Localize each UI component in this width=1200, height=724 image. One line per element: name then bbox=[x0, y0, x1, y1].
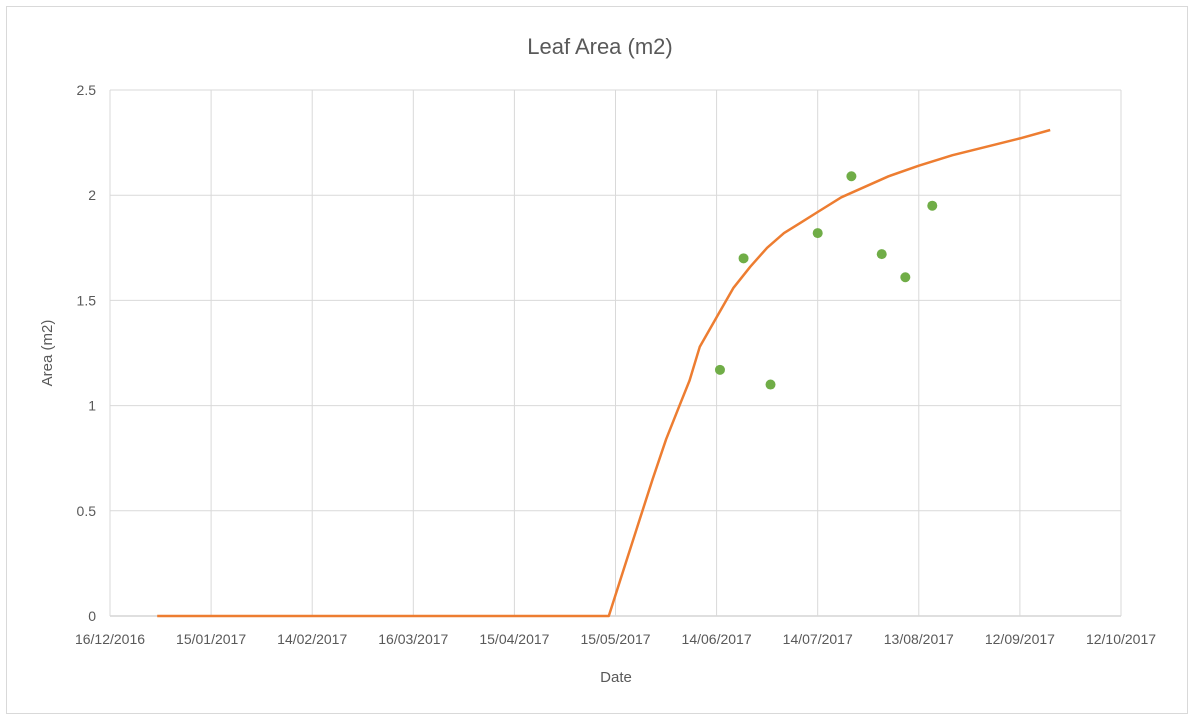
data-series bbox=[157, 128, 1051, 618]
y-tick-label: 2 bbox=[88, 187, 96, 203]
measured-point bbox=[812, 228, 823, 239]
chart-title: Leaf Area (m2) bbox=[527, 34, 673, 59]
x-tick-label: 12/09/2017 bbox=[985, 631, 1055, 647]
x-tick-label: 16/03/2017 bbox=[378, 631, 448, 647]
measured-point bbox=[846, 171, 857, 182]
chart-frame bbox=[6, 6, 1188, 714]
y-tick-label: 1 bbox=[88, 398, 96, 414]
measured-point bbox=[738, 253, 749, 264]
y-tick-label: 0 bbox=[88, 608, 96, 624]
x-tick-label: 12/10/2017 bbox=[1086, 631, 1156, 647]
measured-point bbox=[927, 200, 938, 211]
y-tick-label: 0.5 bbox=[77, 503, 97, 519]
x-tick-label: 13/08/2017 bbox=[884, 631, 954, 647]
x-tick-label: 15/04/2017 bbox=[479, 631, 549, 647]
x-axis-label: Date bbox=[600, 669, 632, 686]
leaf-area-curve bbox=[157, 128, 1051, 618]
measured-point bbox=[876, 249, 887, 260]
grid-lines bbox=[109, 89, 1122, 617]
measured-point bbox=[714, 364, 725, 375]
tick-labels: 0 0.5 1 1.5 2 2.5 16/12/2016 15/01/2017 14/02/20… bbox=[75, 82, 1156, 647]
x-tick-label: 15/05/2017 bbox=[580, 631, 650, 647]
x-tick-label: 16/12/2016 bbox=[75, 631, 145, 647]
y-axis-label: Area (m2) bbox=[39, 320, 56, 387]
measured-point bbox=[765, 379, 776, 390]
x-tick-label: 14/07/2017 bbox=[783, 631, 853, 647]
y-tick-label: 2.5 bbox=[77, 82, 97, 98]
x-tick-label: 14/06/2017 bbox=[682, 631, 752, 647]
x-tick-label: 15/01/2017 bbox=[176, 631, 246, 647]
measured-point bbox=[900, 272, 911, 283]
x-tick-label: 14/02/2017 bbox=[277, 631, 347, 647]
y-tick-label: 1.5 bbox=[77, 292, 97, 308]
